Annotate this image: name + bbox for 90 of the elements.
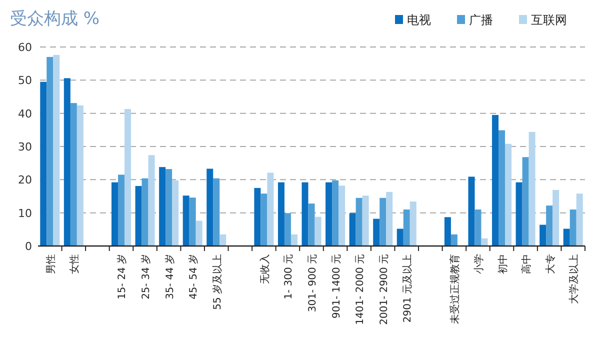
bar (260, 194, 268, 246)
bar (159, 167, 166, 246)
chart-title: 受众构成 % (10, 9, 100, 29)
y-tick-label: 20 (18, 174, 32, 187)
bar (135, 186, 142, 246)
bar (142, 178, 148, 246)
x-tick-label: 无收入 (258, 254, 271, 284)
bar (576, 194, 583, 246)
bar (468, 176, 475, 246)
x-tick-label: 15- 24 岁 (116, 254, 128, 300)
y-tick-label: 30 (18, 140, 32, 154)
bar (546, 206, 553, 246)
x-tick-label: 35- 44 岁 (164, 254, 176, 300)
bar (444, 217, 451, 246)
bar (349, 213, 356, 246)
bar (196, 220, 202, 246)
bar (64, 78, 70, 246)
legend-label: 电视 (407, 13, 431, 27)
bar (308, 204, 315, 246)
x-tick-label: 男性 (44, 254, 57, 274)
bar (528, 132, 536, 246)
bar (189, 198, 196, 246)
x-tick-label: 1- 300 元 (284, 254, 295, 300)
bar (302, 182, 308, 246)
x-tick-label: 901- 1400 元 (331, 254, 342, 319)
legend-label: 互联网 (531, 13, 567, 27)
x-tick-label: 2001- 2900 元 (378, 254, 390, 325)
bar (290, 234, 298, 246)
bar (148, 155, 155, 246)
bar (206, 168, 214, 246)
bar (254, 188, 261, 246)
x-tick-label: 小学 (472, 254, 485, 274)
x-tick-label: 大学及以上 (568, 254, 580, 304)
bar (356, 198, 362, 246)
x-tick-label: 25- 34 岁 (140, 254, 152, 300)
bar (362, 196, 369, 246)
bar (386, 192, 393, 246)
bar (124, 109, 131, 246)
bar (220, 234, 226, 246)
bar (76, 105, 84, 246)
legend-label: 广播 (469, 13, 493, 27)
bar (111, 182, 118, 246)
bar (332, 180, 339, 246)
bar (516, 182, 522, 246)
bar (373, 218, 380, 246)
bar (474, 210, 482, 246)
y-tick-label: 40 (18, 107, 32, 120)
bar (570, 210, 576, 246)
y-tick-label: 60 (18, 41, 32, 54)
y-tick-label: 10 (18, 206, 32, 220)
bar (540, 224, 546, 246)
x-tick-label: 大专 (544, 254, 556, 274)
bar (552, 190, 560, 246)
bar (284, 213, 291, 246)
x-tick-label: 301- 900 元 (308, 254, 318, 312)
x-tick-label: 未受过正规教育 (449, 254, 462, 324)
bar (481, 238, 488, 246)
x-tick-label: 女性 (68, 254, 81, 274)
bar (492, 114, 499, 246)
bar (40, 82, 47, 246)
bar (380, 198, 386, 246)
y-tick-label: 0 (25, 240, 32, 253)
bar (53, 54, 60, 246)
bar (450, 234, 458, 246)
bar (563, 228, 570, 246)
x-tick-label: 初中 (496, 254, 509, 274)
x-tick-label: 2901 元及以上 (402, 254, 414, 323)
bar (166, 169, 172, 246)
x-tick-label: 1401- 2000 元 (355, 254, 366, 325)
bar (118, 174, 124, 246)
bar (396, 228, 404, 246)
x-tick-label: 高中 (520, 254, 533, 274)
y-tick-label: 50 (18, 74, 32, 88)
bar (338, 186, 346, 246)
bar (498, 130, 506, 246)
bar (46, 56, 54, 246)
bar (403, 210, 410, 246)
bar (505, 144, 512, 246)
bar (213, 178, 220, 246)
bar (278, 182, 284, 246)
bar (172, 180, 179, 246)
bar (326, 182, 332, 246)
bar (410, 202, 416, 246)
x-tick-label: 45- 54 岁 (188, 254, 200, 300)
bar (70, 103, 77, 246)
x-tick-label: 55 岁及以上 (211, 254, 224, 310)
bar (522, 157, 529, 246)
bar (314, 216, 322, 246)
bar (182, 196, 190, 246)
bar (267, 172, 274, 246)
